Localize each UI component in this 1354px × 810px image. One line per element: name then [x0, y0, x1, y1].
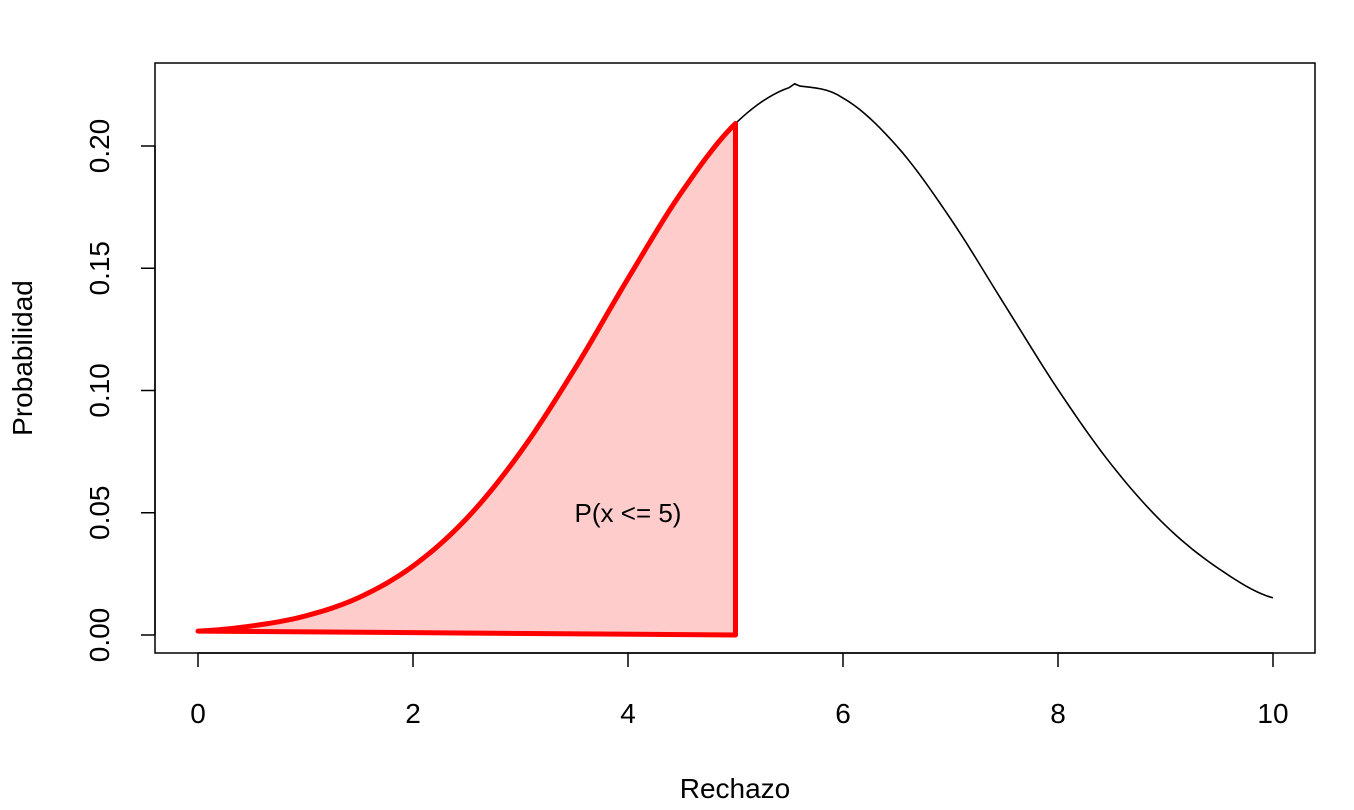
x-tick-label: 0 — [190, 698, 206, 729]
annotation-label: P(x <= 5) — [575, 498, 682, 528]
x-tick-label: 8 — [1050, 698, 1066, 729]
x-tick-label: 2 — [405, 698, 421, 729]
y-axis-title: Probabilidad — [7, 280, 38, 436]
x-tick-label: 6 — [835, 698, 851, 729]
y-tick-label: 0.15 — [84, 241, 115, 296]
shaded-area-fill — [198, 123, 736, 635]
y-tick-label: 0.05 — [84, 486, 115, 541]
plot-layer: P(x <= 5) — [195, 82, 1274, 638]
x-tick-label: 10 — [1257, 698, 1288, 729]
x-axis-title: Rechazo — [680, 773, 791, 804]
y-tick-label: 0.00 — [84, 608, 115, 663]
y-tick-label: 0.20 — [84, 119, 115, 174]
shaded-area-outline — [195, 121, 738, 638]
axes-layer: 0 2 4 6 8 10 0.00 0.05 0.10 0.15 0.20 — [84, 119, 1289, 729]
y-tick-label: 0.10 — [84, 363, 115, 418]
x-tick-label: 4 — [620, 698, 636, 729]
